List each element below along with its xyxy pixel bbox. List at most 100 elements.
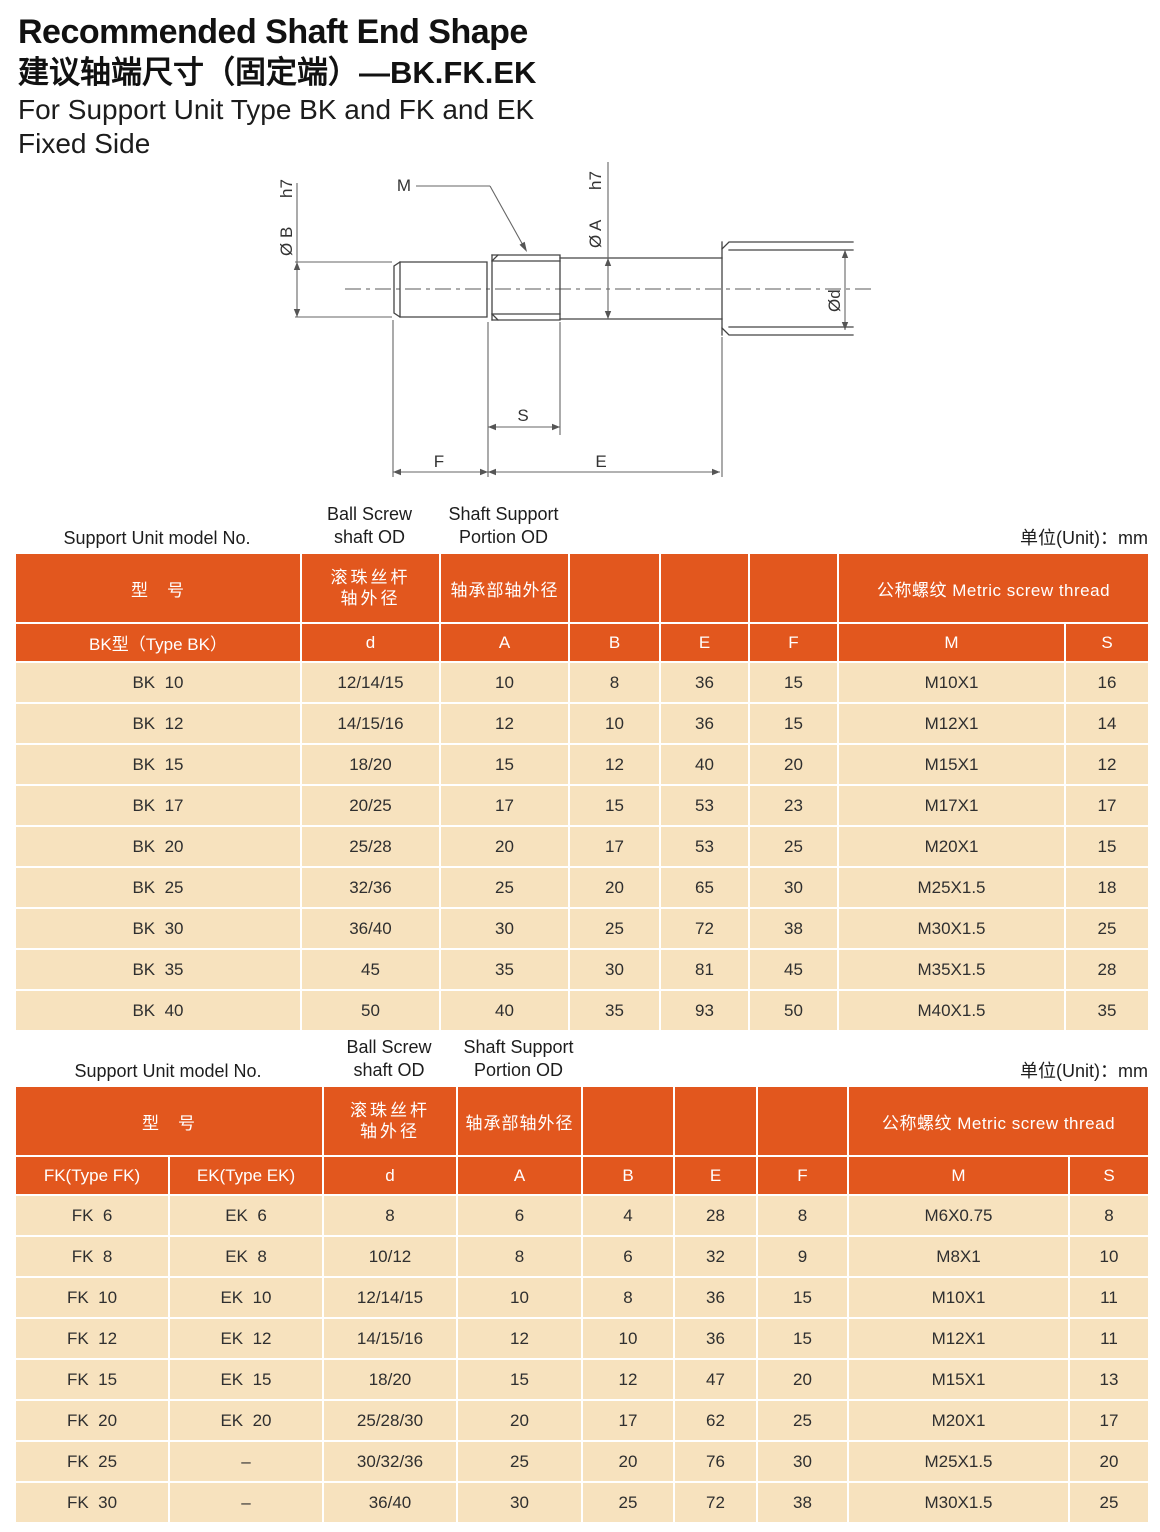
header-blank-2 bbox=[673, 1085, 758, 1157]
subheader-s: S bbox=[1063, 622, 1151, 663]
header-model: 型 号 bbox=[14, 1085, 324, 1157]
cell-e: 81 bbox=[659, 948, 750, 991]
subheader-a: A bbox=[439, 622, 570, 663]
cell-s: 17 bbox=[1063, 784, 1151, 827]
cell-m: M6X0.75 bbox=[847, 1194, 1070, 1237]
cell-s: 35 bbox=[1063, 989, 1151, 1032]
cell-b: 12 bbox=[581, 1358, 675, 1401]
cell-s: 25 bbox=[1063, 907, 1151, 950]
cell-s: 8 bbox=[1067, 1194, 1151, 1237]
cell-m: M10X1 bbox=[837, 661, 1066, 704]
cell-d: 18/20 bbox=[322, 1358, 458, 1401]
cell-e: 76 bbox=[673, 1440, 758, 1483]
note-model-no: Support Unit model No. bbox=[74, 1060, 262, 1081]
note-ball-screw-line1: Ball Screw bbox=[346, 1037, 432, 1057]
cell-a: 40 bbox=[439, 989, 570, 1032]
cell-e: 32 bbox=[673, 1235, 758, 1278]
cell-model: BK 17 bbox=[14, 784, 302, 827]
cell-m: M40X1.5 bbox=[837, 989, 1066, 1032]
cell-ek: EK 6 bbox=[168, 1194, 324, 1237]
cell-ek: EK 20 bbox=[168, 1399, 324, 1442]
cell-f: 50 bbox=[748, 989, 839, 1032]
header-blank-1 bbox=[581, 1085, 675, 1157]
bk-table: 型 号 滚珠丝杆 轴外径 轴承部轴外径 公称螺纹 Metric screw th… bbox=[14, 552, 1151, 1032]
cell-b: 15 bbox=[568, 784, 661, 827]
table-row: FK 25–30/32/36 25 20 76 30 M25X1.5 20 bbox=[14, 1440, 1151, 1483]
cell-f: 30 bbox=[756, 1440, 849, 1483]
table-row: FK 8 EK 8 10/12 8 6 32 9 M8X1 10 bbox=[14, 1235, 1151, 1278]
dim-label-phi-d: Ød bbox=[825, 289, 844, 312]
table-row: BK 20 25/28 20 17 53 25 M20X1 15 bbox=[14, 825, 1151, 868]
cell-a: 30 bbox=[439, 907, 570, 950]
dimension-lines bbox=[295, 162, 846, 477]
cell-b: 6 bbox=[581, 1235, 675, 1278]
cell-f: 25 bbox=[756, 1399, 849, 1442]
cell-s: 25 bbox=[1067, 1481, 1151, 1524]
cell-a: 25 bbox=[439, 866, 570, 909]
note-shaft-support-line2: Portion OD bbox=[458, 526, 549, 547]
cell-ek: EK 10 bbox=[168, 1276, 324, 1319]
cell-m: M25X1.5 bbox=[847, 1440, 1070, 1483]
cell-e: 28 bbox=[673, 1194, 758, 1237]
cell-e: 72 bbox=[673, 1481, 758, 1524]
cell-d: 14/15/16 bbox=[300, 702, 441, 745]
cell-f: 8 bbox=[756, 1194, 849, 1237]
cell-fk: FK 8 bbox=[14, 1235, 170, 1278]
note-shaft-support-line1: Shaft Support bbox=[448, 504, 559, 524]
cell-f: 15 bbox=[748, 702, 839, 745]
cell-d: 36/40 bbox=[300, 907, 441, 950]
header-a: 轴承部轴外径 bbox=[456, 1085, 583, 1157]
fk-header-row: 型 号 滚珠丝杆 轴外径 轴承部轴外径 公称螺纹 Metric screw th… bbox=[14, 1085, 1151, 1157]
cell-b: 17 bbox=[581, 1399, 675, 1442]
cell-d: 36/40 bbox=[322, 1481, 458, 1524]
cell-m: M30X1.5 bbox=[837, 907, 1066, 950]
cell-m: M8X1 bbox=[847, 1235, 1070, 1278]
cell-m: M10X1 bbox=[847, 1276, 1070, 1319]
cell-m: M15X1 bbox=[847, 1358, 1070, 1401]
subheader-b: B bbox=[581, 1155, 675, 1196]
cell-d: 50 bbox=[300, 989, 441, 1032]
table-row: BK 40 50 40 35 93 50 M40X1.5 35 bbox=[14, 989, 1151, 1032]
subheader-type-fk: FK(Type FK) bbox=[14, 1155, 170, 1196]
cell-d: 12/14/15 bbox=[322, 1276, 458, 1319]
cell-b: 20 bbox=[568, 866, 661, 909]
cell-f: 15 bbox=[756, 1317, 849, 1360]
cell-a: 35 bbox=[439, 948, 570, 991]
cell-f: 30 bbox=[748, 866, 839, 909]
cell-e: 36 bbox=[673, 1317, 758, 1360]
cell-d: 14/15/16 bbox=[322, 1317, 458, 1360]
cell-e: 36 bbox=[673, 1276, 758, 1319]
page-subtitle-2: Fixed Side bbox=[18, 128, 151, 160]
cell-m: M12X1 bbox=[837, 702, 1066, 745]
cell-e: 72 bbox=[659, 907, 750, 950]
shaft-outline bbox=[393, 241, 854, 336]
subheader-d: d bbox=[300, 622, 441, 663]
cell-f: 20 bbox=[748, 743, 839, 786]
cell-ek: – bbox=[168, 1440, 324, 1483]
cell-b: 8 bbox=[568, 661, 661, 704]
header-d-line1: 滚珠丝杆 bbox=[350, 1100, 430, 1120]
cell-e: 40 bbox=[659, 743, 750, 786]
cell-f: 23 bbox=[748, 784, 839, 827]
cell-s: 12 bbox=[1063, 743, 1151, 786]
cell-b: 35 bbox=[568, 989, 661, 1032]
table-row: BK 10 12/14/15 10 8 36 15 M10X1 16 bbox=[14, 661, 1151, 704]
cell-s: 11 bbox=[1067, 1317, 1151, 1360]
cell-ek: EK 15 bbox=[168, 1358, 324, 1401]
cell-f: 38 bbox=[756, 1481, 849, 1524]
shaft-end-drawing: M S F E Ø B h7 Ø A h7 Ød bbox=[277, 162, 872, 477]
cell-model: BK 30 bbox=[14, 907, 302, 950]
cell-d: 25/28/30 bbox=[322, 1399, 458, 1442]
subheader-type-bk: BK型（Type BK） bbox=[14, 622, 302, 663]
cell-d: 25/28 bbox=[300, 825, 441, 868]
page-title-chinese: 建议轴端尺寸（固定端）—BK.FK.EK bbox=[18, 55, 537, 91]
cell-b: 8 bbox=[581, 1276, 675, 1319]
subheader-f: F bbox=[756, 1155, 849, 1196]
table-row: BK 12 14/15/16 12 10 36 15 M12X1 14 bbox=[14, 702, 1151, 745]
table-row: BK 25 32/36 25 20 65 30 M25X1.5 18 bbox=[14, 866, 1151, 909]
cell-f: 15 bbox=[748, 661, 839, 704]
title-block: Recommended Shaft End Shape 建议轴端尺寸（固定端）—… bbox=[18, 12, 536, 159]
header-d-line2: 轴外径 bbox=[360, 1122, 420, 1141]
cell-model: BK 10 bbox=[14, 661, 302, 704]
cell-m: M25X1.5 bbox=[837, 866, 1066, 909]
